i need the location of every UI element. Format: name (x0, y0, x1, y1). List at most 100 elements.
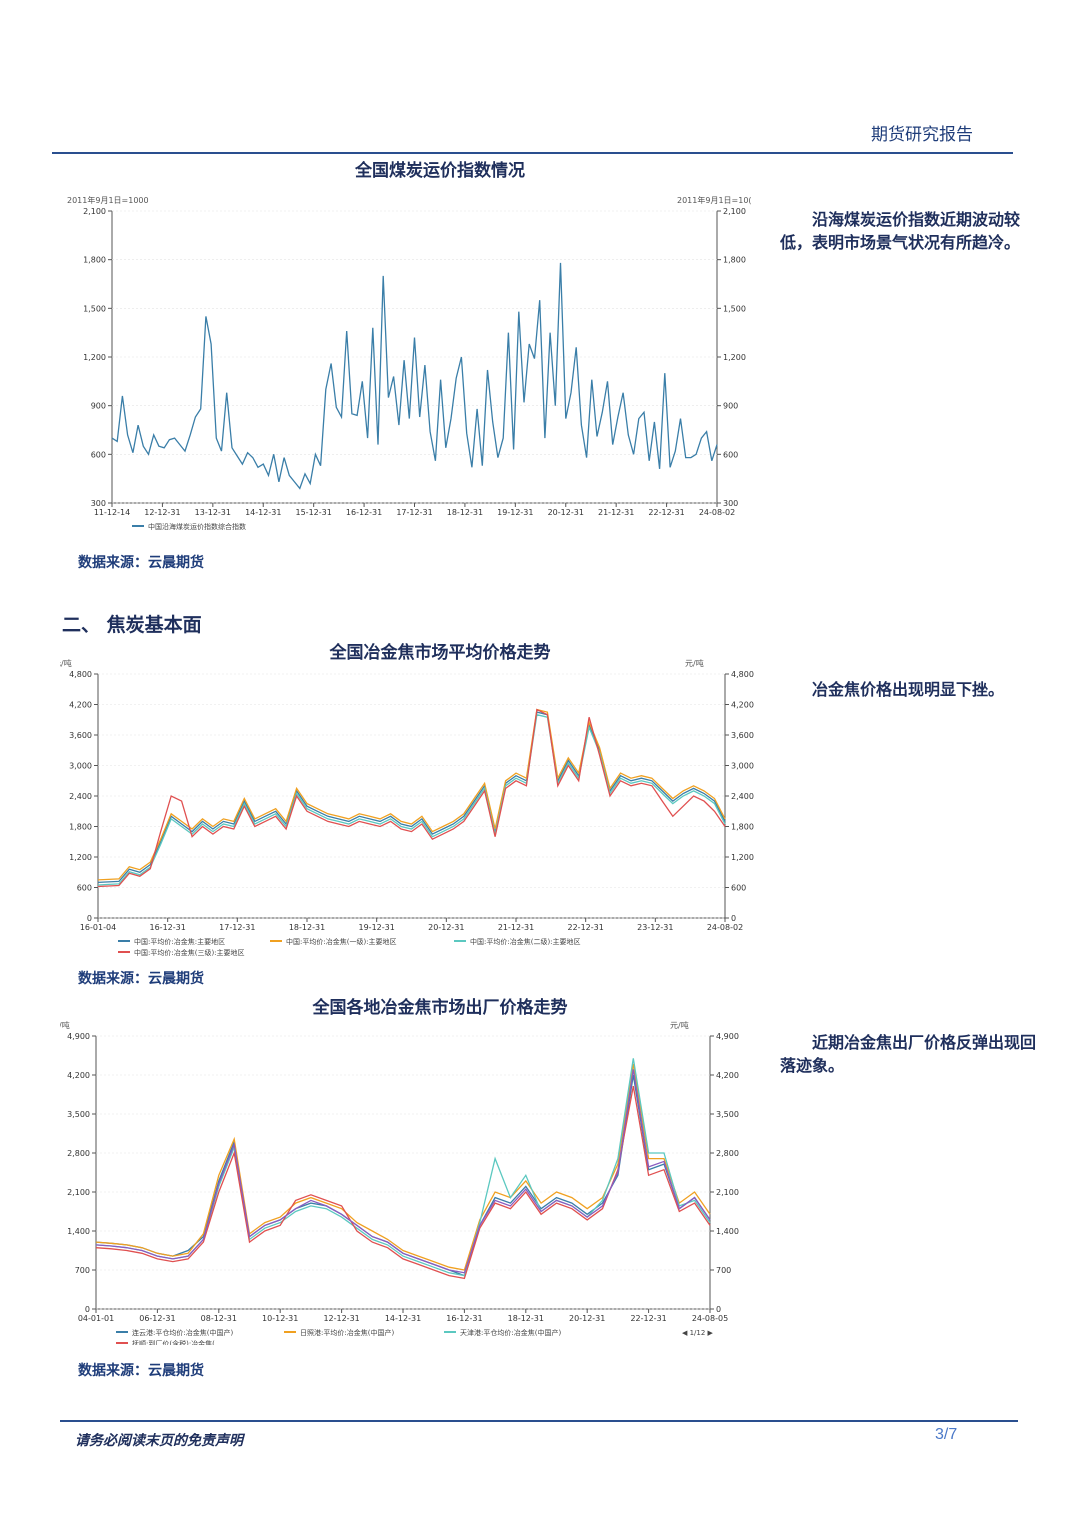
x-tick-label: 12-12-31 (323, 1314, 359, 1323)
disclaimer-note: 请务必阅读末页的免责声明 (75, 1433, 243, 1449)
x-tick-label: 14-12-31 (245, 508, 281, 517)
y-tick-label: 900 (91, 402, 106, 411)
legend-label: 中国:平均价:冶金焦(二级):主要地区 (470, 937, 581, 946)
y-tick-label: 4,800 (69, 670, 92, 679)
y-tick-label-right: 1,200 (723, 353, 746, 362)
x-tick-label: 18-12-31 (289, 923, 325, 932)
x-tick-label: 15-12-31 (296, 508, 332, 517)
x-tick-label: 12-12-31 (144, 508, 180, 517)
y-tick-label-right: 3,000 (731, 762, 754, 771)
legend-label: 天津港:平仓均价:冶金焦(中国产) (460, 1328, 561, 1337)
x-tick-label: 21-12-31 (498, 923, 534, 932)
unit-label-right: 2011年9月1日=10( (677, 195, 752, 205)
y-tick-label-right: 2,400 (731, 792, 754, 801)
x-tick-label: 19-12-31 (359, 923, 395, 932)
chart3-coke-ex-factory-price: 元/吨 元/吨 0 0 700 700 1,400 1,400 2,100 2,100 2,800 2… (60, 1020, 739, 1345)
y-tick-label: 1,200 (83, 353, 106, 362)
y-tick-label: 3,000 (69, 762, 92, 771)
x-tick-label: 24-08-05 (692, 1314, 728, 1323)
y-tick-label: 0 (87, 914, 92, 923)
x-tick-label: 14-12-31 (385, 1314, 421, 1323)
legend-label: 中国:平均价:冶金焦(一级):主要地区 (286, 937, 397, 946)
legend-label: 中国:平均价:冶金焦(三级):主要地区 (134, 948, 245, 957)
chart1-source: 数据来源：云晨期货 (78, 555, 204, 571)
x-tick-label: 24-08-02 (699, 508, 735, 517)
y-tick-label-right: 2,800 (716, 1149, 739, 1158)
header-divider (52, 152, 1013, 154)
y-tick-label-right: 2,100 (716, 1188, 739, 1197)
x-tick-label: 04-01-01 (78, 1314, 114, 1323)
y-tick-label-right: 700 (716, 1266, 731, 1275)
series-line-4 (97, 708, 726, 888)
series-line-1 (95, 1074, 711, 1277)
y-tick-label-right: 1,800 (723, 256, 746, 265)
y-tick-label-right: 4,900 (716, 1032, 739, 1041)
x-tick-label: 08-12-31 (201, 1314, 237, 1323)
y-tick-label: 1,400 (67, 1227, 90, 1236)
y-tick-label: 4,200 (69, 701, 92, 710)
unit-label-left: 元/吨 (60, 658, 72, 668)
legend-page-indicator: ◀ 1/12 ▶ (682, 1329, 714, 1337)
chart3-commentary: 近期冶金焦出厂价格反弹出现回落迹象。 (780, 1033, 1037, 1075)
x-tick-label: 22-12-31 (630, 1314, 666, 1323)
chart1-commentary: 沿海煤炭运价指数近期波动较低，表明市场景气状况有所趋冷。 (780, 210, 1021, 252)
chart3-source: 数据来源：云晨期货 (78, 1363, 204, 1379)
x-tick-label: 16-12-31 (446, 1314, 482, 1323)
y-tick-label-right: 300 (723, 499, 738, 508)
unit-label-right: 元/吨 (670, 1020, 689, 1030)
y-tick-label: 2,400 (69, 792, 92, 801)
x-tick-label: 17-12-31 (219, 923, 255, 932)
x-tick-label: 22-12-31 (568, 923, 604, 932)
x-tick-label: 16-12-31 (346, 508, 382, 517)
y-tick-label: 4,900 (67, 1032, 90, 1041)
x-tick-label: 22-12-31 (648, 508, 684, 517)
y-tick-label-right: 0 (716, 1305, 721, 1314)
y-tick-label: 700 (75, 1266, 90, 1275)
y-tick-label: 2,800 (67, 1149, 90, 1158)
x-tick-label: 11-12-14 (94, 508, 130, 517)
report-type-title: 期货研究报告 (871, 125, 973, 145)
y-tick-label-right: 1,200 (731, 853, 754, 862)
legend-label: 连云港:平仓均价:冶金焦(中国产) (132, 1328, 233, 1337)
x-tick-label: 06-12-31 (139, 1314, 175, 1323)
x-tick-label: 18-12-31 (447, 508, 483, 517)
y-tick-label: 3,600 (69, 731, 92, 740)
y-tick-label-right: 900 (723, 402, 738, 411)
x-tick-label: 19-12-31 (497, 508, 533, 517)
section-title-coke: 二、 焦炭基本面 (62, 614, 202, 636)
chart1-freight-index: 2011年9月1日=1000 2011年9月1日=10(300 300 600 600 9… (67, 195, 752, 530)
y-tick-label: 1,800 (83, 256, 106, 265)
footer-divider (60, 1420, 1018, 1422)
chart2-title: 全国冶金焦市场平均价格走势 (329, 643, 551, 663)
x-tick-label: 20-12-31 (569, 1314, 605, 1323)
x-tick-label: 17-12-31 (396, 508, 432, 517)
y-tick-label-right: 600 (731, 884, 746, 893)
y-tick-label-right: 4,800 (731, 670, 754, 679)
legend-label: 日照港:平均价:冶金焦(中国产) (300, 1328, 394, 1337)
y-tick-label: 300 (91, 499, 106, 508)
x-tick-label: 21-12-31 (598, 508, 634, 517)
y-tick-label: 2,100 (67, 1188, 90, 1197)
x-tick-label: 16-12-31 (150, 923, 186, 932)
x-tick-label: 16-01-04 (80, 923, 116, 932)
y-tick-label: 2,100 (83, 207, 106, 216)
page-number: 3/7 (935, 1426, 958, 1443)
y-tick-label: 3,500 (67, 1110, 90, 1119)
y-tick-label-right: 3,600 (731, 731, 754, 740)
x-tick-label: 24-08-02 (707, 923, 743, 932)
x-tick-label: 20-12-31 (548, 508, 584, 517)
unit-label-left: 2011年9月1日=1000 (67, 195, 149, 205)
y-tick-label-right: 1,800 (731, 823, 754, 832)
y-tick-label: 1,500 (83, 304, 106, 313)
x-tick-label: 20-12-31 (428, 923, 464, 932)
y-tick-label-right: 3,500 (716, 1110, 739, 1119)
chart2-source: 数据来源：云晨期货 (78, 971, 204, 987)
series-line-1 (97, 711, 726, 884)
chart2-commentary: 冶金焦价格出现明显下挫。 (812, 680, 1005, 699)
series-line-4 (95, 1085, 711, 1280)
y-tick-label-right: 2,100 (723, 207, 746, 216)
y-tick-label-right: 1,400 (716, 1227, 739, 1236)
series-line-5 (95, 1069, 711, 1274)
y-tick-label: 1,200 (69, 853, 92, 862)
legend-label: 中国:平均价:冶金焦:主要地区 (134, 937, 225, 946)
